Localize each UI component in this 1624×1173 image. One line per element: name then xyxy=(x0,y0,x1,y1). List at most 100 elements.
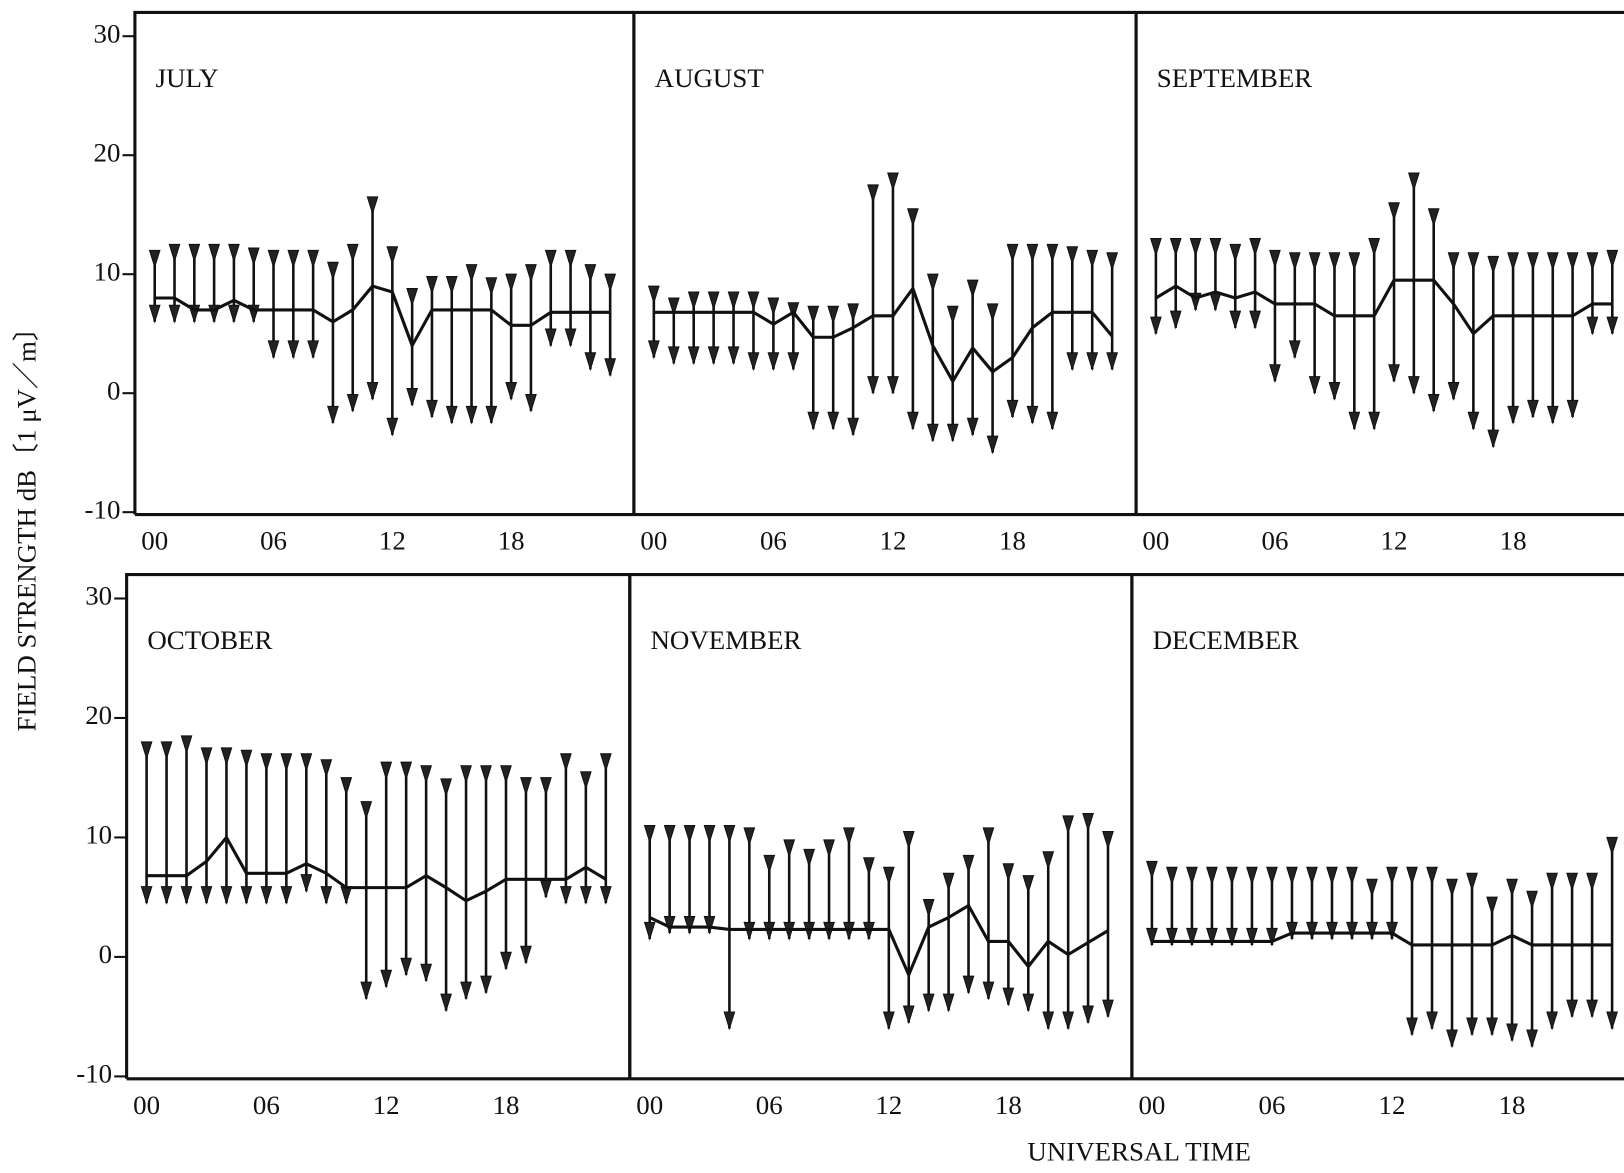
x-tick-label: 00 xyxy=(1138,1090,1165,1120)
median-line xyxy=(146,834,607,903)
upper-arrow xyxy=(827,305,840,325)
median-line xyxy=(154,284,611,350)
upper-arrow xyxy=(1246,866,1258,886)
lower-arrow xyxy=(1406,1017,1418,1037)
upper-arrow xyxy=(380,761,393,781)
x-tick-label: 06 xyxy=(260,526,287,556)
lower-arrow xyxy=(300,874,313,893)
upper-arrow xyxy=(406,287,419,307)
lower-arrow xyxy=(827,411,840,431)
lower-arrow xyxy=(1586,316,1599,336)
lower-arrow xyxy=(1306,921,1318,941)
upper-arrow xyxy=(1269,249,1281,269)
x-tick-label: 06 xyxy=(756,1090,783,1120)
lower-arrow xyxy=(1348,411,1361,431)
upper-arrow xyxy=(1066,246,1079,266)
x-tick-label: 18 xyxy=(995,1090,1022,1120)
upper-arrow xyxy=(1266,866,1278,886)
upper-arrow xyxy=(667,297,680,317)
lower-arrow xyxy=(1082,1005,1094,1025)
lower-arrow xyxy=(1446,1029,1458,1049)
upper-arrow xyxy=(247,247,260,267)
upper-arrow xyxy=(986,303,999,323)
upper-arrow xyxy=(1106,252,1119,272)
lower-arrow xyxy=(1326,921,1338,941)
upper-arrow xyxy=(707,291,720,311)
lower-arrow xyxy=(240,886,253,905)
lower-arrow xyxy=(1246,927,1258,947)
x-tick-label: 12 xyxy=(379,526,406,556)
upper-arrow xyxy=(1566,872,1578,892)
lower-arrow xyxy=(1526,1029,1538,1049)
lower-arrow xyxy=(1022,993,1035,1013)
upper-arrow xyxy=(148,249,161,269)
upper-arrow xyxy=(1166,866,1178,886)
upper-arrow xyxy=(687,291,700,311)
upper-arrow xyxy=(1249,237,1261,257)
panel-title: OCTOBER xyxy=(147,625,272,655)
upper-arrow xyxy=(584,264,597,283)
lower-arrow xyxy=(200,886,213,905)
upper-arrow xyxy=(287,249,300,269)
upper-arrow xyxy=(208,243,221,263)
lower-arrow xyxy=(1606,1011,1618,1031)
lower-arrow xyxy=(599,886,612,905)
upper-arrow xyxy=(763,854,776,874)
upper-arrow xyxy=(460,765,472,785)
lower-arrow xyxy=(1487,429,1500,449)
lower-arrow xyxy=(180,886,193,905)
panel-title: JULY xyxy=(156,63,219,93)
upper-arrow xyxy=(1042,851,1055,871)
upper-arrow xyxy=(1206,866,1218,886)
lower-arrow xyxy=(460,981,472,1001)
lower-arrow xyxy=(643,921,656,941)
upper-arrow xyxy=(445,276,458,295)
lower-arrow xyxy=(922,993,935,1013)
lower-arrow xyxy=(1249,310,1261,330)
x-tick-label: 00 xyxy=(133,1090,160,1120)
lower-arrow xyxy=(168,304,181,324)
upper-arrow xyxy=(340,777,353,797)
lower-arrow xyxy=(386,417,399,437)
upper-arrow xyxy=(982,827,995,847)
median-line xyxy=(1151,931,1613,947)
lower-arrow xyxy=(986,435,999,455)
median-line xyxy=(1155,278,1613,337)
lower-arrow xyxy=(946,423,959,443)
upper-arrow xyxy=(942,872,955,892)
lower-arrow xyxy=(1388,364,1400,384)
upper-arrow xyxy=(1308,252,1321,272)
upper-arrow xyxy=(882,866,895,886)
upper-arrow xyxy=(480,765,492,785)
lower-arrow xyxy=(1206,927,1218,947)
upper-arrow xyxy=(823,839,835,859)
lower-arrow xyxy=(1606,316,1619,336)
upper-arrow xyxy=(966,279,979,299)
lower-arrow xyxy=(1467,411,1480,431)
lower-arrow xyxy=(647,340,660,360)
lower-arrow xyxy=(1169,310,1182,330)
lower-arrow xyxy=(426,399,438,419)
lower-arrow xyxy=(1066,352,1079,372)
y-tick-label: 30 xyxy=(85,581,112,611)
lower-arrow xyxy=(1427,393,1440,413)
lower-arrow xyxy=(1546,405,1559,425)
lower-arrow xyxy=(1266,927,1278,947)
lower-arrow xyxy=(445,405,458,425)
upper-arrow xyxy=(1586,252,1599,272)
upper-arrow xyxy=(867,184,879,204)
upper-arrow xyxy=(1406,866,1418,886)
lower-arrow xyxy=(907,411,919,431)
upper-arrow xyxy=(926,273,939,293)
upper-arrow xyxy=(1407,172,1420,192)
upper-arrow xyxy=(1467,252,1480,272)
upper-arrow xyxy=(1527,252,1539,272)
lower-arrow xyxy=(228,304,240,324)
lower-arrow xyxy=(867,376,879,395)
upper-arrow xyxy=(863,857,875,877)
lower-arrow xyxy=(1527,399,1539,419)
x-tick-label: 00 xyxy=(141,526,168,556)
y-tick-label: 20 xyxy=(85,700,112,730)
lower-arrow xyxy=(667,346,680,366)
